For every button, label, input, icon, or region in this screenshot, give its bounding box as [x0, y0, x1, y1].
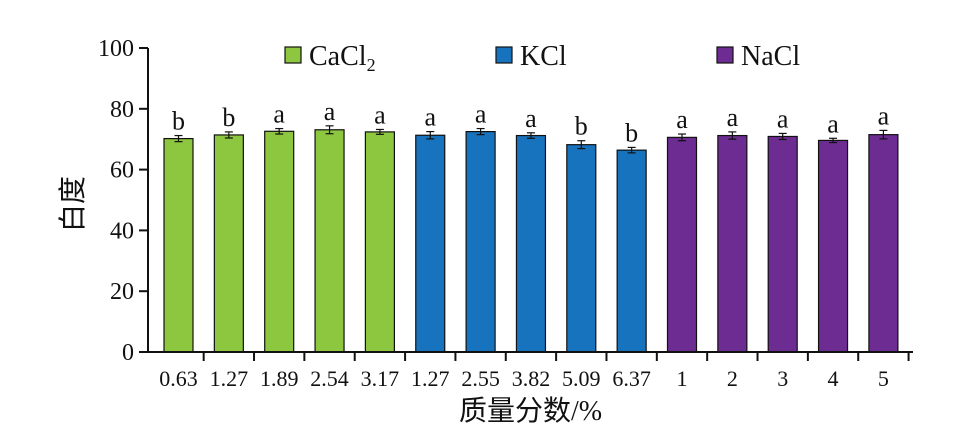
error-bar [728, 131, 737, 140]
error-bar [275, 127, 284, 135]
bar [817, 139, 849, 353]
significance-label: a [878, 101, 890, 130]
error-bar [879, 129, 888, 140]
significance-label: b [172, 107, 185, 136]
significance-label: b [625, 118, 638, 147]
bar [717, 134, 748, 353]
error-bar [174, 134, 183, 143]
bar [213, 134, 244, 353]
y-tick-label: 0 [122, 340, 134, 366]
bar [163, 137, 194, 353]
bar [364, 131, 395, 353]
error-bar [526, 132, 535, 139]
error-bar [577, 140, 586, 150]
error-bar [375, 128, 384, 135]
x-tick-label: 2.55 [461, 366, 500, 391]
y-axis-ticks: 0 20 40 60 80 100 [98, 36, 148, 366]
x-tick-label: 3.82 [512, 366, 551, 391]
legend-item: KCl [495, 41, 567, 72]
x-tick-label: 5.09 [562, 366, 601, 391]
legend-item: CaCl2 [284, 41, 376, 75]
bar [767, 135, 798, 353]
bar [566, 144, 597, 353]
error-bar [325, 125, 334, 135]
significance-label: a [827, 109, 839, 138]
legend-swatch [284, 46, 302, 64]
error-bar [627, 146, 636, 154]
x-tick-label: 1.27 [411, 366, 450, 391]
legend-swatch [716, 46, 734, 64]
error-bar [224, 131, 233, 139]
legend: CaCl2 KCl NaCl [284, 41, 800, 75]
x-tick-label: 2 [727, 366, 738, 391]
x-tick-label: 1.27 [210, 366, 249, 391]
y-tick-label: 20 [110, 279, 134, 305]
x-tick-label: 1.89 [260, 366, 299, 391]
bar [666, 136, 698, 353]
significance-label: a [475, 100, 487, 129]
significance-label: a [374, 100, 386, 129]
error-bar [678, 133, 686, 142]
error-bar [476, 127, 485, 136]
y-axis-title: 白度 [57, 176, 89, 232]
bar [868, 134, 899, 353]
x-axis-title: 质量分数/% [459, 395, 602, 427]
legend-item: NaCl [716, 41, 800, 72]
significance-label: a [324, 97, 336, 126]
x-axis-ticks: 0.63 1.27 1.89 2.54 3.17 1.27 2.55 3.82 5.09 6.37… [159, 352, 910, 391]
y-tick-label: 40 [110, 218, 134, 244]
bar [415, 134, 446, 353]
significance-label: a [676, 105, 688, 134]
bar [465, 131, 496, 353]
bar [314, 129, 345, 353]
x-tick-label: 3 [777, 366, 788, 391]
x-tick-label: 0.63 [159, 366, 198, 391]
significance-label: b [222, 103, 235, 132]
x-tick-label: 1 [677, 366, 688, 391]
y-tick-label: 100 [98, 36, 134, 62]
y-tick-label: 80 [110, 97, 134, 123]
bar [616, 149, 647, 353]
significance-label: a [727, 103, 739, 132]
bar [264, 130, 295, 353]
legend-label: KCl [520, 41, 567, 72]
axes [147, 48, 913, 353]
y-tick-label: 60 [110, 158, 134, 184]
significance-label: a [273, 100, 285, 129]
x-tick-label: 6.37 [612, 366, 651, 391]
significance-label: a [525, 104, 537, 133]
x-tick-label: 5 [878, 366, 889, 391]
error-bar [426, 131, 435, 140]
significance-label: a [777, 104, 789, 133]
x-tick-label: 2.54 [310, 366, 349, 391]
x-tick-label: 3.17 [361, 366, 400, 391]
significance-label: a [424, 103, 436, 132]
legend-label: NaCl [741, 41, 800, 72]
legend-label: CaCl2 [309, 41, 376, 75]
x-tick-label: 4 [828, 366, 839, 391]
legend-swatch [495, 46, 513, 64]
significance-label: b [575, 112, 588, 141]
legend-label-subscript: 2 [367, 55, 376, 75]
bar [515, 134, 547, 353]
error-bar [829, 137, 838, 144]
error-bar [778, 132, 787, 141]
